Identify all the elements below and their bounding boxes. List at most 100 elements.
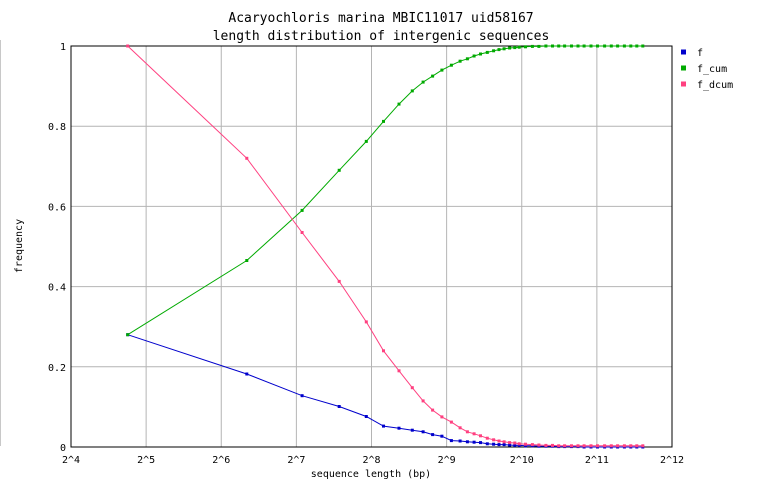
legend-item: f_cum <box>681 64 727 75</box>
data-point <box>440 434 444 438</box>
data-point <box>517 442 521 446</box>
data-point <box>458 426 462 430</box>
y-tick-label: 0.4 <box>48 283 66 294</box>
data-point <box>582 444 586 448</box>
data-point <box>513 443 517 447</box>
data-point <box>517 443 521 447</box>
data-point <box>421 430 425 434</box>
data-point <box>537 443 541 447</box>
plot-frame <box>70 45 673 448</box>
data-point <box>502 47 506 51</box>
data-point <box>513 441 517 445</box>
data-point <box>616 44 620 48</box>
data-point <box>544 443 548 447</box>
y-tick-label: 0.2 <box>48 363 66 374</box>
data-point <box>458 439 462 443</box>
series-line <box>127 45 643 447</box>
data-point <box>410 428 414 432</box>
data-point <box>245 259 249 262</box>
data-point <box>497 439 501 443</box>
data-point <box>485 442 489 446</box>
data-point <box>635 44 639 48</box>
data-point <box>497 48 501 52</box>
data-point <box>524 442 527 446</box>
y-tick-label: 1 <box>60 42 66 53</box>
data-point <box>508 46 512 50</box>
legend-label: f_cum <box>697 64 727 75</box>
data-point <box>126 44 130 48</box>
data-point <box>245 372 249 376</box>
data-point <box>641 44 645 48</box>
data-point <box>517 45 521 49</box>
series-layer <box>126 44 645 449</box>
legend-label: f_dcum <box>697 80 733 91</box>
legend-marker <box>681 81 686 87</box>
data-point <box>622 444 626 448</box>
x-tick-label: 2^6 <box>212 455 230 466</box>
data-point <box>508 443 512 447</box>
series-f <box>126 333 645 449</box>
grid <box>71 46 672 447</box>
data-point <box>472 440 476 444</box>
data-point <box>431 74 435 78</box>
data-point <box>300 208 304 212</box>
data-point <box>635 444 639 448</box>
data-point <box>492 442 496 446</box>
data-point <box>397 369 401 373</box>
data-point <box>537 44 541 48</box>
x-tick-label: 2^7 <box>287 455 305 466</box>
y-tick-label: 0.6 <box>48 202 66 213</box>
data-point <box>576 44 580 48</box>
x-tick-label: 2^9 <box>438 455 456 466</box>
data-point <box>410 89 414 93</box>
legend-label: f <box>697 48 703 59</box>
data-point <box>502 443 506 447</box>
data-point <box>589 444 593 448</box>
data-point <box>582 44 586 48</box>
data-point <box>622 44 626 48</box>
data-point <box>551 44 554 48</box>
data-point <box>465 440 469 444</box>
x-tick-label: 2^8 <box>362 455 380 466</box>
series-f-cum <box>126 44 645 337</box>
data-point <box>557 44 561 48</box>
x-tick-label: 2^11 <box>585 455 609 466</box>
y-tick-label: 0 <box>60 443 66 454</box>
data-point <box>421 399 425 403</box>
data-point <box>557 444 561 448</box>
data-point <box>458 59 462 63</box>
data-point <box>530 44 534 48</box>
chart-subtitle: length distribution of intergenic sequen… <box>213 29 550 44</box>
legend-marker <box>681 65 686 71</box>
data-point <box>382 424 385 428</box>
data-point <box>300 231 304 234</box>
data-point <box>524 45 527 49</box>
data-point <box>245 156 249 160</box>
data-point <box>449 420 453 424</box>
data-point <box>126 333 130 337</box>
data-point <box>431 433 435 437</box>
data-point <box>641 444 645 448</box>
data-point <box>431 408 435 412</box>
data-point <box>609 444 613 448</box>
data-point <box>337 405 341 408</box>
data-point <box>563 444 567 448</box>
data-point <box>337 279 341 283</box>
data-point <box>497 443 501 447</box>
data-point <box>563 44 567 48</box>
data-point <box>492 49 496 53</box>
data-point <box>479 52 482 56</box>
data-point <box>465 430 469 434</box>
data-point <box>596 444 599 448</box>
data-point <box>479 441 482 445</box>
data-point <box>609 44 613 48</box>
data-point <box>382 349 385 353</box>
data-point <box>449 439 453 443</box>
data-point <box>570 44 573 48</box>
x-tick-label: 2^4 <box>62 455 80 466</box>
legend-item: f_dcum <box>681 80 733 91</box>
data-point <box>421 80 425 84</box>
y-axis-label: frequency <box>14 219 25 273</box>
left-edge-rule <box>0 40 1 446</box>
